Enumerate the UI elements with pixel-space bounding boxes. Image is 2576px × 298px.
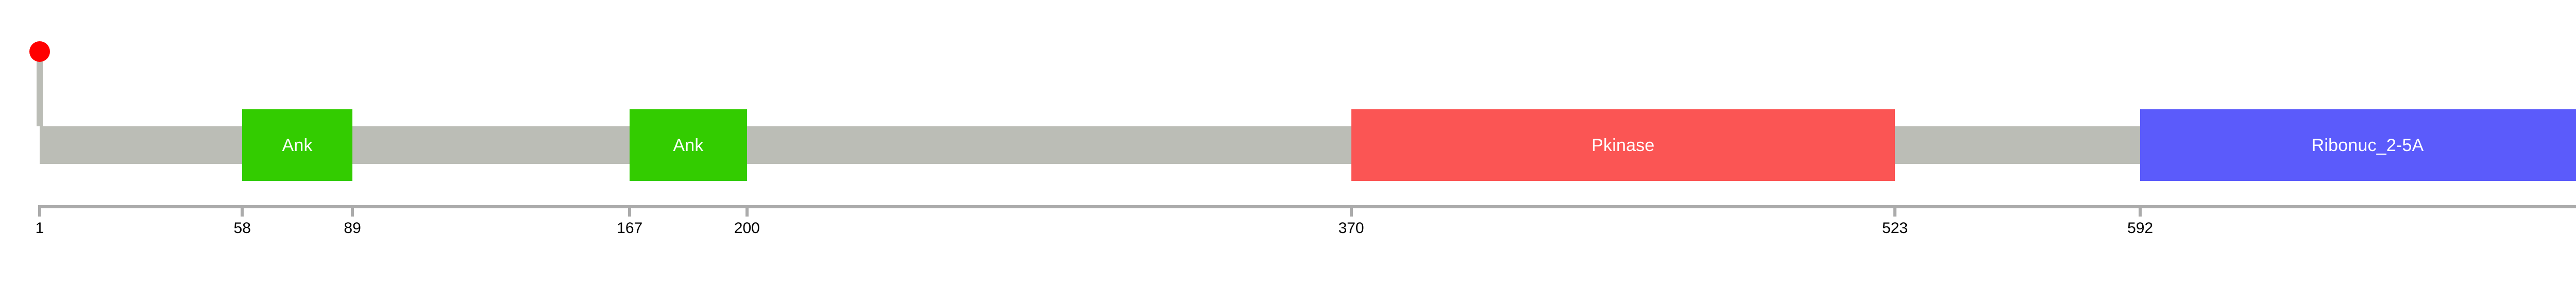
domain-block[interactable]: Pkinase [1351, 109, 1895, 181]
axis-line [40, 205, 2576, 208]
axis-tick-label: 523 [1882, 220, 1908, 237]
domain-label: Ribonuc_2-5A [2311, 135, 2424, 155]
axis-tick [241, 205, 244, 217]
axis-tick [628, 205, 632, 217]
axis-tick-label: 167 [617, 220, 643, 237]
domain-label: Pkinase [1591, 135, 1655, 155]
axis-tick [2139, 205, 2142, 217]
axis-tick-label: 1 [35, 220, 44, 237]
domain-label: Ank [282, 135, 313, 155]
mutation-marker-icon[interactable] [29, 41, 50, 62]
axis-tick [1349, 205, 1353, 217]
axis-tick-label: 58 [233, 220, 251, 237]
domain-block[interactable]: Ribonuc_2-5A [2140, 109, 2576, 181]
axis-tick-label: 592 [2127, 220, 2154, 237]
marker-stem [37, 52, 43, 126]
domain-block[interactable]: Ank [630, 109, 747, 181]
axis-tick-label: 200 [734, 220, 760, 237]
axis-tick [1893, 205, 1897, 217]
axis-tick-label: 370 [1338, 220, 1364, 237]
axis-tick [745, 205, 749, 217]
axis-tick [38, 205, 41, 217]
axis-tick [351, 205, 354, 217]
domain-label: Ank [673, 135, 704, 155]
axis-tick-label: 89 [344, 220, 361, 237]
domain-block[interactable]: Ank [242, 109, 353, 181]
